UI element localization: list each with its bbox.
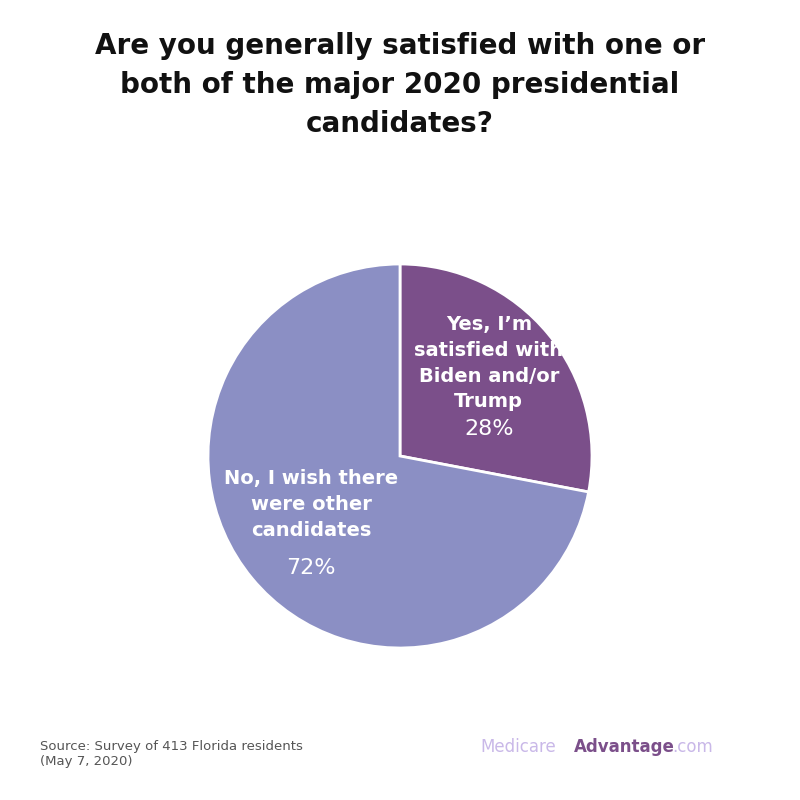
Wedge shape bbox=[208, 264, 589, 648]
Text: Are you generally satisfied with one or
both of the major 2020 presidential
cand: Are you generally satisfied with one or … bbox=[95, 32, 705, 138]
Wedge shape bbox=[400, 264, 592, 492]
Text: .com: .com bbox=[672, 738, 713, 756]
Text: Medicare: Medicare bbox=[480, 738, 556, 756]
Text: 72%: 72% bbox=[286, 558, 336, 578]
Text: Advantage: Advantage bbox=[574, 738, 675, 756]
Text: Yes, I’m
satisfied with
Biden and/or
Trump: Yes, I’m satisfied with Biden and/or Tru… bbox=[414, 315, 563, 411]
Text: 28%: 28% bbox=[464, 418, 514, 438]
Text: No, I wish there
were other
candidates: No, I wish there were other candidates bbox=[224, 470, 398, 540]
Text: Source: Survey of 413 Florida residents
(May 7, 2020): Source: Survey of 413 Florida residents … bbox=[40, 740, 303, 768]
